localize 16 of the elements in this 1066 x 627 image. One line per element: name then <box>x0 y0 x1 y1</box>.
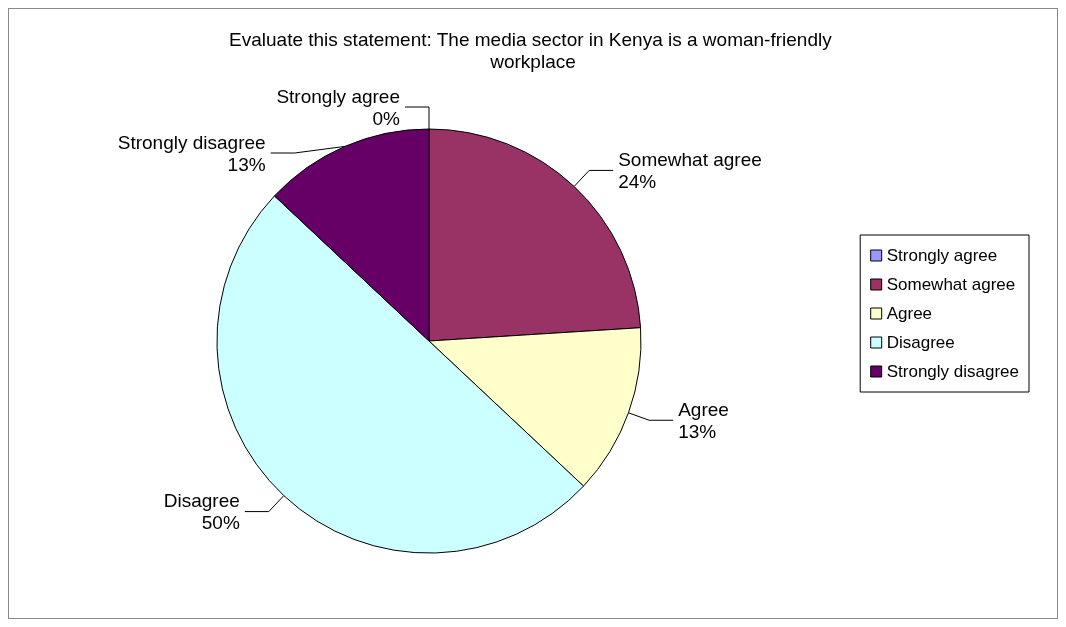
category-label: Strongly agree <box>276 85 400 107</box>
legend-label: Strongly disagree <box>886 362 1020 381</box>
data-label: 50% <box>201 512 240 534</box>
data-label: 13% <box>678 420 717 442</box>
slice-label: Somewhat agree <box>618 148 762 170</box>
data-label: 24% <box>618 170 657 192</box>
legend-label: Strongly agree <box>886 246 998 265</box>
slice-label: Agree <box>678 398 729 420</box>
legend-label: Agree <box>886 304 933 323</box>
data-label: 13% <box>227 153 266 175</box>
chart-title: Evaluate this statement: The media sector in Kenya is a woman-friendly workplace <box>229 28 837 72</box>
slice-label: Strongly disagree <box>117 131 266 153</box>
legend-label: Disagree <box>886 333 955 352</box>
text: 0% <box>372 107 400 129</box>
legend-label: Somewhat agree <box>886 275 1016 294</box>
slice-label: Disagree <box>163 490 240 512</box>
